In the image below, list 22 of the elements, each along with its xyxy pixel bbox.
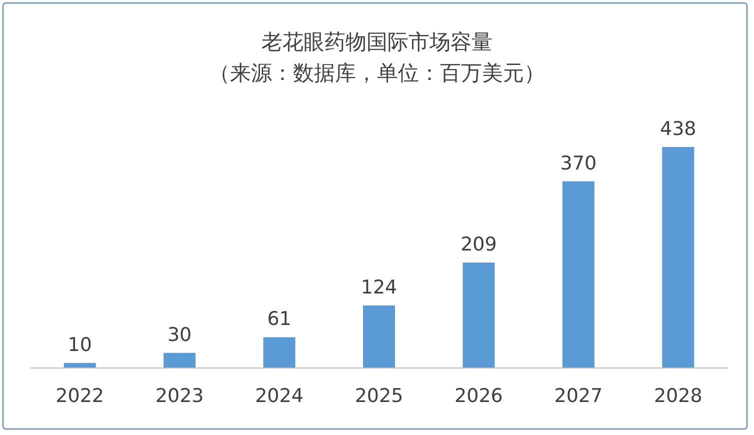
- bar: [462, 262, 495, 368]
- bar: [662, 147, 694, 368]
- x-tick-label: 2024: [255, 385, 304, 407]
- bar: [363, 305, 395, 368]
- chart-subtitle: （来源：数据库，单位：百万美元）: [209, 61, 545, 85]
- chart-title: 老花眼药物国际市场容量: [262, 30, 492, 54]
- data-label: 10: [68, 334, 92, 356]
- data-label: 30: [167, 324, 192, 346]
- x-tick-label: 2025: [354, 385, 404, 407]
- x-tick-label: 2026: [454, 385, 503, 407]
- data-label: 61: [267, 308, 292, 330]
- x-tick-label: 2023: [155, 385, 204, 407]
- bar: [562, 181, 594, 368]
- bar: [263, 337, 296, 368]
- bar: [164, 352, 196, 368]
- data-label: 209: [460, 234, 497, 256]
- x-tick-label: 2022: [56, 385, 104, 407]
- x-tick-label: 2027: [554, 385, 603, 407]
- data-label: 438: [660, 118, 696, 140]
- x-tick-label: 2028: [654, 385, 702, 407]
- data-label: 370: [560, 152, 597, 174]
- data-label: 124: [360, 276, 398, 298]
